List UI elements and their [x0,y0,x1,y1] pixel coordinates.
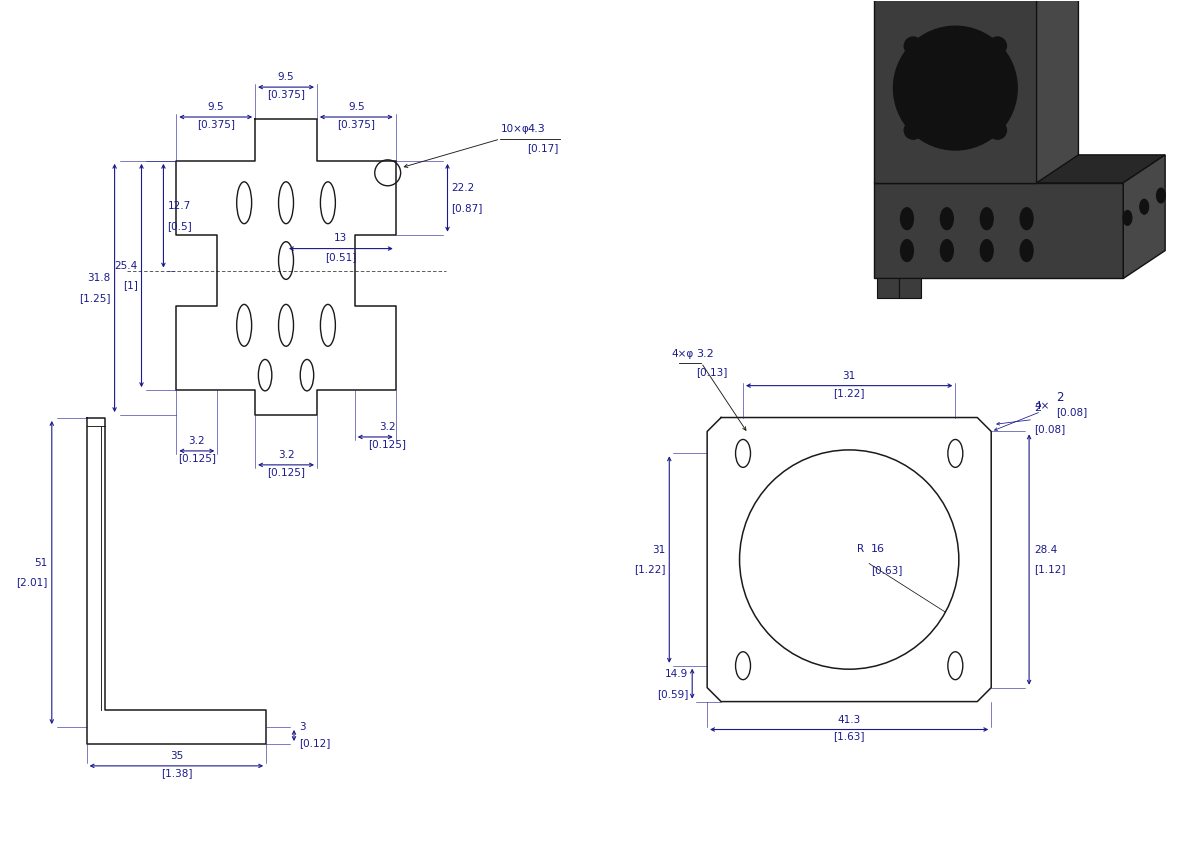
Text: [0.375]: [0.375] [197,119,235,129]
Text: 2: 2 [1034,403,1042,412]
Circle shape [905,122,922,139]
Text: [1]: [1] [122,280,138,291]
Text: [0.375]: [0.375] [337,119,376,129]
Text: R: R [857,544,864,553]
Text: [1.25]: [1.25] [79,293,110,303]
Text: [1.12]: [1.12] [1034,564,1066,575]
Ellipse shape [1020,207,1033,230]
Text: [0.125]: [0.125] [268,467,305,477]
Ellipse shape [980,240,994,262]
Text: 10×φ: 10×φ [500,124,529,134]
Text: [0.125]: [0.125] [178,453,216,463]
Text: [0.17]: [0.17] [527,143,559,153]
Text: 9.5: 9.5 [208,102,224,112]
Text: 3.2: 3.2 [277,450,294,460]
Text: 12.7: 12.7 [168,201,191,211]
Text: [2.01]: [2.01] [17,577,48,587]
Text: 31: 31 [842,371,856,381]
Polygon shape [899,279,920,298]
Ellipse shape [980,207,994,230]
Circle shape [989,37,1007,55]
Text: [0.5]: [0.5] [168,221,192,230]
Text: 9.5: 9.5 [277,72,294,82]
Text: [0.59]: [0.59] [656,688,689,699]
Text: [0.51]: [0.51] [325,252,356,263]
Circle shape [894,26,1018,150]
Text: [0.375]: [0.375] [268,89,305,99]
Text: [0.12]: [0.12] [299,739,330,749]
Text: 2: 2 [1056,391,1063,404]
Text: 28.4: 28.4 [1034,545,1057,554]
Text: [1.22]: [1.22] [634,564,665,575]
Ellipse shape [941,207,953,230]
Polygon shape [874,155,1165,183]
Text: 13: 13 [335,233,348,242]
Text: [0.13]: [0.13] [696,366,727,377]
Polygon shape [1037,0,1079,183]
Text: 4×: 4× [1034,400,1050,411]
Text: [0.08]: [0.08] [1034,424,1066,434]
Polygon shape [876,279,899,298]
Text: [0.63]: [0.63] [871,565,902,575]
Ellipse shape [900,240,913,262]
Text: [0.08]: [0.08] [1056,407,1087,417]
Text: 35: 35 [169,751,184,761]
Ellipse shape [1020,240,1033,262]
Text: [1.38]: [1.38] [161,768,192,778]
Text: 3.2: 3.2 [696,348,714,359]
Ellipse shape [1140,199,1148,214]
Text: 16: 16 [871,544,886,553]
Text: 4.3: 4.3 [527,124,545,134]
Text: 31.8: 31.8 [88,273,110,283]
Text: 25.4: 25.4 [114,260,138,270]
Text: 3: 3 [299,722,306,733]
Text: 22.2: 22.2 [451,183,475,193]
Polygon shape [874,0,1037,183]
Circle shape [989,122,1007,139]
Text: [1.22]: [1.22] [834,388,865,398]
Text: [0.87]: [0.87] [451,203,482,212]
Polygon shape [1123,155,1165,279]
Ellipse shape [900,207,913,230]
Text: [1.63]: [1.63] [834,732,865,741]
Text: 3.2: 3.2 [379,422,396,432]
Ellipse shape [1123,211,1132,225]
Text: [0.125]: [0.125] [368,439,406,449]
Ellipse shape [941,240,953,262]
Text: 41.3: 41.3 [838,715,860,724]
Circle shape [905,37,922,55]
Text: 3.2: 3.2 [188,436,205,446]
Text: 4×φ: 4×φ [671,348,694,359]
Ellipse shape [1157,188,1165,203]
Text: 9.5: 9.5 [348,102,365,112]
Text: 51: 51 [35,558,48,568]
Polygon shape [874,183,1123,279]
Text: 31: 31 [652,545,665,554]
Text: 14.9: 14.9 [665,669,689,678]
